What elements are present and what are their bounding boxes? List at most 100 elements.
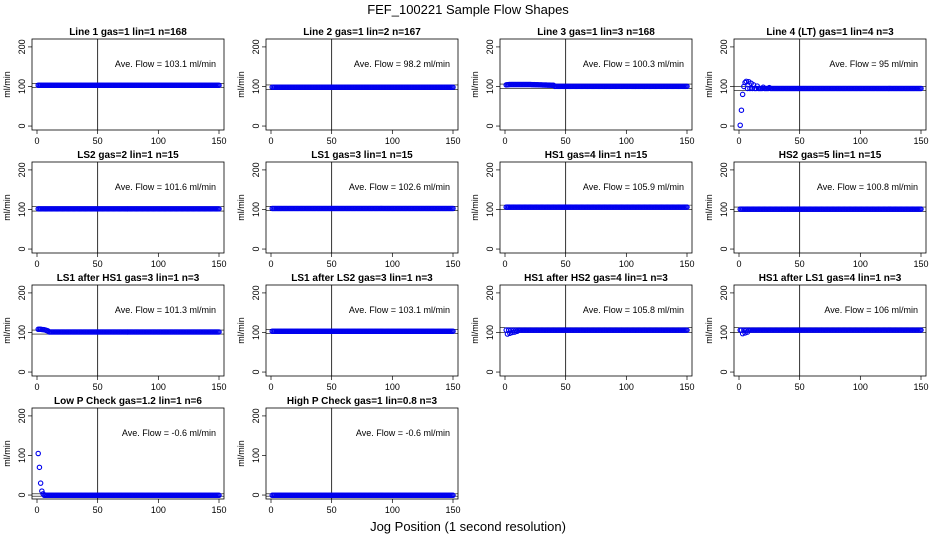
x-tick-label: 150 bbox=[679, 382, 694, 392]
data-points bbox=[35, 326, 222, 335]
x-tick-label: 150 bbox=[445, 382, 460, 392]
y-tick-label: 100 bbox=[251, 202, 261, 217]
data-points bbox=[503, 327, 690, 337]
y-axis-label: ml/min bbox=[2, 440, 12, 467]
x-tick-label: 0 bbox=[268, 259, 273, 269]
plot-frame bbox=[499, 38, 693, 131]
x-tick-label: 100 bbox=[619, 136, 634, 146]
panel-13: Low P Check gas=1.2 lin=1 n=6 0 100 200 ml/m… bbox=[2, 396, 227, 515]
panel-9: LS1 after HS1 gas=3 lin=1 n=3 0 100 200 ml/m… bbox=[2, 273, 227, 392]
plot-frame bbox=[31, 38, 225, 131]
data-point bbox=[216, 206, 222, 212]
x-tick-label: 150 bbox=[913, 136, 928, 146]
x-tick-label: 100 bbox=[385, 382, 400, 392]
average-flow-annotation: Ave. Flow = 95 ml/min bbox=[829, 59, 918, 69]
x-tick-label: 150 bbox=[679, 259, 694, 269]
panel-2: Line 2 gas=1 lin=2 n=167 0 100 200 ml/min 0 50… bbox=[236, 27, 461, 146]
y-axis-label: ml/min bbox=[2, 317, 12, 344]
data-points bbox=[35, 82, 222, 89]
y-axis-label: ml/min bbox=[236, 440, 246, 467]
y-tick-label: 100 bbox=[251, 325, 261, 340]
y-tick-label: 0 bbox=[17, 370, 27, 375]
x-tick-label: 50 bbox=[561, 382, 571, 392]
data-point bbox=[918, 327, 924, 333]
y-tick-label: 200 bbox=[719, 285, 729, 300]
average-flow-annotation: Ave. Flow = 101.3 ml/min bbox=[115, 305, 216, 315]
y-tick-label: 100 bbox=[17, 202, 27, 217]
data-points bbox=[269, 205, 456, 212]
x-tick-label: 100 bbox=[853, 136, 868, 146]
data-point bbox=[743, 78, 750, 85]
data-point bbox=[450, 328, 456, 334]
x-tick-label: 100 bbox=[151, 382, 166, 392]
x-tick-label: 0 bbox=[736, 259, 741, 269]
x-tick-label: 0 bbox=[34, 382, 39, 392]
panel-title: HS1 after LS1 gas=4 lin=1 n=3 bbox=[759, 273, 902, 284]
y-tick-label: 100 bbox=[17, 448, 27, 463]
data-points bbox=[737, 78, 924, 129]
panel-title: Low P Check gas=1.2 lin=1 n=6 bbox=[54, 396, 202, 407]
y-tick-label: 100 bbox=[719, 325, 729, 340]
y-axis-label: ml/min bbox=[704, 194, 714, 221]
y-tick-label: 0 bbox=[719, 247, 729, 252]
data-point bbox=[37, 480, 44, 486]
data-point bbox=[450, 84, 456, 90]
x-tick-label: 0 bbox=[268, 136, 273, 146]
average-flow-annotation: Ave. Flow = 102.6 ml/min bbox=[349, 182, 450, 192]
data-point bbox=[918, 206, 924, 212]
panel-title: HS1 after HS2 gas=4 lin=1 n=3 bbox=[524, 273, 668, 284]
y-axis-label: ml/min bbox=[236, 194, 246, 221]
x-tick-label: 0 bbox=[736, 136, 741, 146]
data-point bbox=[36, 464, 43, 471]
x-tick-label: 0 bbox=[34, 136, 39, 146]
y-tick-label: 100 bbox=[719, 202, 729, 217]
y-tick-label: 200 bbox=[251, 285, 261, 300]
y-tick-label: 200 bbox=[719, 39, 729, 54]
x-tick-label: 100 bbox=[151, 505, 166, 515]
panel-14: High P Check gas=1 lin=0.8 n=3 0 100 200 ml/… bbox=[236, 396, 461, 515]
x-tick-label: 50 bbox=[93, 136, 103, 146]
x-tick-label: 50 bbox=[327, 382, 337, 392]
x-tick-label: 0 bbox=[34, 505, 39, 515]
data-points bbox=[35, 206, 222, 212]
x-tick-label: 0 bbox=[502, 259, 507, 269]
plot-frame bbox=[733, 38, 927, 131]
y-tick-label: 200 bbox=[719, 162, 729, 177]
panel-12: HS1 after LS1 gas=4 lin=1 n=3 0 100 200 ml/m… bbox=[704, 273, 929, 392]
y-tick-label: 0 bbox=[251, 124, 261, 129]
panel-6: LS1 gas=3 lin=1 n=15 0 100 200 ml/min 0 50 100 1… bbox=[236, 150, 461, 269]
y-tick-label: 100 bbox=[719, 79, 729, 94]
y-axis-label: ml/min bbox=[470, 194, 480, 221]
y-tick-label: 0 bbox=[485, 247, 495, 252]
y-tick-label: 100 bbox=[251, 79, 261, 94]
plot-frame bbox=[499, 161, 693, 254]
y-axis-label: ml/min bbox=[236, 317, 246, 344]
panel-3: Line 3 gas=1 lin=3 n=168 0 100 200 ml/min 0 50… bbox=[470, 27, 695, 146]
x-tick-label: 50 bbox=[795, 136, 805, 146]
x-tick-label: 50 bbox=[561, 259, 571, 269]
x-tick-label: 150 bbox=[211, 136, 226, 146]
x-tick-label: 50 bbox=[327, 505, 337, 515]
x-tick-label: 50 bbox=[561, 136, 571, 146]
x-tick-label: 100 bbox=[619, 259, 634, 269]
average-flow-annotation: Ave. Flow = 100.3 ml/min bbox=[583, 59, 684, 69]
panel-10: LS1 after LS2 gas=3 lin=1 n=3 0 100 200 ml/m… bbox=[236, 273, 461, 392]
x-tick-label: 0 bbox=[268, 382, 273, 392]
x-tick-label: 150 bbox=[445, 259, 460, 269]
y-axis-label: ml/min bbox=[704, 317, 714, 344]
y-axis-label: ml/min bbox=[2, 71, 12, 98]
data-point bbox=[684, 327, 690, 333]
data-point bbox=[216, 329, 222, 335]
plot-frame bbox=[265, 407, 459, 500]
x-tick-label: 50 bbox=[93, 382, 103, 392]
data-points bbox=[269, 492, 456, 499]
y-tick-label: 200 bbox=[17, 162, 27, 177]
data-point bbox=[742, 330, 748, 336]
x-tick-label: 100 bbox=[151, 136, 166, 146]
plot-frame bbox=[733, 284, 927, 377]
y-tick-label: 0 bbox=[251, 370, 261, 375]
y-tick-label: 200 bbox=[17, 285, 27, 300]
data-point bbox=[35, 450, 41, 457]
x-tick-label: 150 bbox=[913, 382, 928, 392]
